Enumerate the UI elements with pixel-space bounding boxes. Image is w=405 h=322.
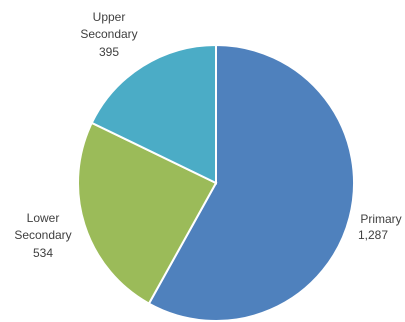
- label-upper-secondary-value: 395: [99, 45, 119, 59]
- label-lower-secondary: Lower Secondary 534: [14, 211, 71, 260]
- label-upper-secondary: Upper Secondary 395: [80, 10, 137, 59]
- label-lower-secondary-name: Lower: [27, 211, 60, 225]
- pie-slice-lower-secondary: [77, 121, 218, 305]
- label-primary-value: 1,287: [358, 228, 388, 242]
- pie-slice-primary: [147, 43, 355, 322]
- pie-slices: [77, 43, 355, 322]
- label-lower-secondary-name-line2: Secondary: [14, 228, 71, 242]
- label-primary-name: Primary: [360, 212, 401, 226]
- label-upper-secondary-name-line2: Secondary: [80, 27, 137, 41]
- label-upper-secondary-name: Upper: [93, 10, 126, 24]
- label-primary: Primary 1,287: [358, 212, 402, 242]
- pie-slice-upper-secondary: [90, 43, 217, 185]
- label-lower-secondary-value: 534: [33, 246, 53, 260]
